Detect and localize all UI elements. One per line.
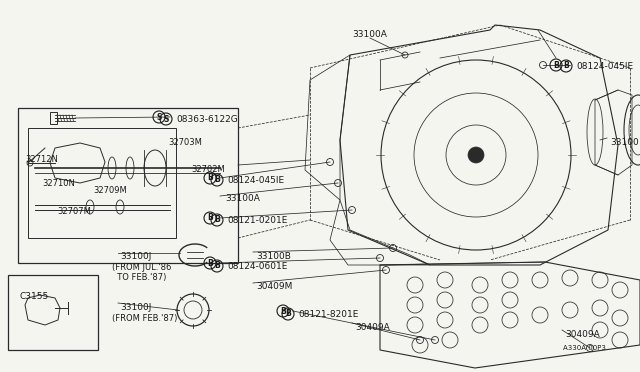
Text: 33100J: 33100J [120,252,152,261]
Text: 32709M: 32709M [93,186,127,195]
Text: 08121-0201E: 08121-0201E [227,216,287,225]
Bar [18,108,238,263]
Text: C3155: C3155 [20,292,49,301]
Text: TO FEB.'87): TO FEB.'87) [112,273,166,282]
Circle shape [468,147,484,163]
Text: B: B [553,61,559,70]
Text: A330A 00P3: A330A 00P3 [563,345,606,351]
Bar [28,128,176,238]
Text: 30409A: 30409A [355,323,390,332]
Bar [8,275,98,350]
Text: 08124-045IE: 08124-045IE [576,62,633,71]
Text: 30409A: 30409A [565,330,600,339]
Text: 33100: 33100 [610,138,639,147]
Text: 33100A: 33100A [353,30,387,39]
Text: B: B [207,259,213,267]
Text: 08121-8201E: 08121-8201E [298,310,358,319]
Text: 32703M: 32703M [168,138,202,147]
Text: B: B [563,61,569,71]
Text: 33100B: 33100B [256,252,291,261]
Text: 32702M: 32702M [191,165,225,174]
Text: 32710N: 32710N [42,179,75,188]
Text: B: B [285,310,291,318]
Text: (FROM FEB.'87): (FROM FEB.'87) [112,314,177,323]
Text: B: B [280,307,286,315]
Text: (FROM JUL.'86: (FROM JUL.'86 [112,263,172,272]
Text: 08363-6122G: 08363-6122G [176,115,237,124]
Text: S: S [156,112,162,122]
Text: 08124-045IE: 08124-045IE [227,176,284,185]
Text: B: B [207,173,213,183]
Text: 08124-0601E: 08124-0601E [227,262,287,271]
Text: B: B [207,214,213,222]
Text: S: S [163,115,169,124]
Text: B: B [214,262,220,270]
Text: 33100J: 33100J [120,303,152,312]
Text: 32712N: 32712N [25,155,58,164]
Text: 33100A: 33100A [225,194,260,203]
Text: 30409M: 30409M [256,282,292,291]
Text: B: B [214,176,220,185]
Text: B: B [214,215,220,224]
Text: 32707M: 32707M [57,207,91,216]
